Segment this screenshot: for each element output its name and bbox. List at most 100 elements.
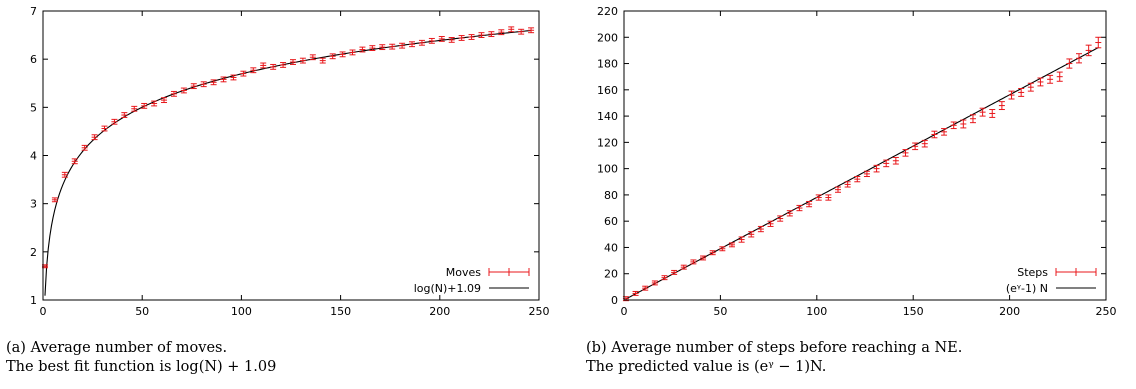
data-point <box>651 280 658 286</box>
data-point <box>979 107 986 117</box>
data-point <box>161 97 168 104</box>
data-point <box>488 31 495 38</box>
data-point <box>478 32 485 38</box>
data-point <box>230 74 237 81</box>
data-point <box>369 45 376 51</box>
x-tick-label: 150 <box>903 305 924 318</box>
y-tick-label: 2 <box>30 246 37 259</box>
data-point <box>309 54 316 61</box>
data-point <box>815 194 822 201</box>
data-point <box>250 67 257 74</box>
data-point <box>912 142 919 151</box>
data-point <box>51 197 58 203</box>
y-tick-label: 160 <box>597 84 618 97</box>
caption-a: (a) Average number of moves. The best fi… <box>6 339 276 377</box>
caption-a-line1: (a) Average number of moves. <box>6 340 228 356</box>
data-point <box>1095 36 1102 49</box>
chart-a: 0 50 100 150 200 250 1 2 3 4 5 6 7 Moves log(N)+1.09 <box>30 5 550 318</box>
data-point <box>902 149 909 157</box>
x-tick-label: 250 <box>529 305 550 318</box>
data-point <box>399 42 406 49</box>
data-point <box>719 246 726 252</box>
data-point <box>1018 88 1025 97</box>
data-point <box>210 79 217 86</box>
data-point <box>728 242 735 248</box>
data-point <box>767 220 774 227</box>
data-point <box>883 159 890 168</box>
legend-label-errorbars: Steps <box>1017 266 1048 279</box>
data-point <box>1066 58 1073 69</box>
data-point <box>438 36 445 42</box>
x-tick-label: 0 <box>40 305 47 318</box>
y-tick-label: 60 <box>604 215 618 228</box>
data-point <box>921 139 928 148</box>
data-point <box>844 181 851 188</box>
data-point <box>528 27 535 34</box>
data-point <box>1027 82 1034 92</box>
data-point <box>508 26 515 33</box>
data-point <box>151 100 158 107</box>
caption-b-line2: The predicted value is (eᵞ − 1)N. <box>586 359 827 375</box>
legend-label-fit: log(N)+1.09 <box>414 282 481 295</box>
data-point <box>428 37 435 44</box>
data-point <box>71 158 78 165</box>
data-point <box>131 105 138 112</box>
data-point <box>786 210 793 217</box>
x-tick-label: 50 <box>713 305 727 318</box>
data-point <box>700 255 707 261</box>
data-point <box>632 290 639 296</box>
x-tick-label: 50 <box>135 305 149 318</box>
data-point <box>969 114 976 124</box>
fit-line <box>44 29 532 296</box>
data-point <box>270 63 277 70</box>
data-point <box>458 35 465 41</box>
x-tick-label: 150 <box>330 305 351 318</box>
data-point <box>1047 74 1054 84</box>
data-point <box>661 275 668 281</box>
data-point <box>329 53 336 60</box>
data-point <box>498 29 505 36</box>
data-point <box>941 128 948 136</box>
data-point <box>960 119 967 129</box>
data-point <box>854 176 861 183</box>
data-point <box>931 130 938 139</box>
y-tick-label: 4 <box>30 150 37 163</box>
data-point <box>418 39 425 46</box>
y-tick-label: 7 <box>30 5 37 18</box>
data-point <box>950 121 957 130</box>
data-point <box>319 57 326 64</box>
y-tick-label: 140 <box>597 110 618 123</box>
legend-label-errorbars: Moves <box>446 266 481 279</box>
data-point <box>200 81 207 88</box>
data-point <box>892 156 899 165</box>
data-point <box>299 57 306 64</box>
data-point <box>409 41 416 48</box>
data-point <box>825 194 832 201</box>
data-point <box>468 34 475 40</box>
data-point <box>873 164 880 173</box>
legend-label-fit: (eᵞ-1) N <box>1006 282 1048 295</box>
y-tick-label: 200 <box>597 31 618 44</box>
data-point <box>349 49 356 56</box>
y-tick-label: 20 <box>604 268 618 281</box>
y-tick-label: 180 <box>597 58 618 71</box>
data-point <box>260 62 267 69</box>
data-point <box>289 59 296 65</box>
data-point <box>448 36 455 43</box>
data-point <box>141 102 148 109</box>
y-tick-label: 220 <box>597 5 618 18</box>
y-tick-label: 5 <box>30 101 37 114</box>
data-point <box>777 215 784 222</box>
x-tick-label: 0 <box>621 305 628 318</box>
data-point <box>170 90 177 97</box>
y-tick-label: 120 <box>597 136 618 149</box>
data-point <box>180 87 187 94</box>
caption-a-line2: The best fit function is log(N) + 1.09 <box>6 359 277 375</box>
caption-b: (b) Average number of steps before reach… <box>586 339 962 377</box>
y-tick-label: 6 <box>30 53 37 66</box>
y-tick-label: 100 <box>597 163 618 176</box>
data-point <box>280 62 287 68</box>
x-tick-label: 100 <box>231 305 252 318</box>
data-point <box>989 109 996 118</box>
data-point <box>690 259 697 265</box>
